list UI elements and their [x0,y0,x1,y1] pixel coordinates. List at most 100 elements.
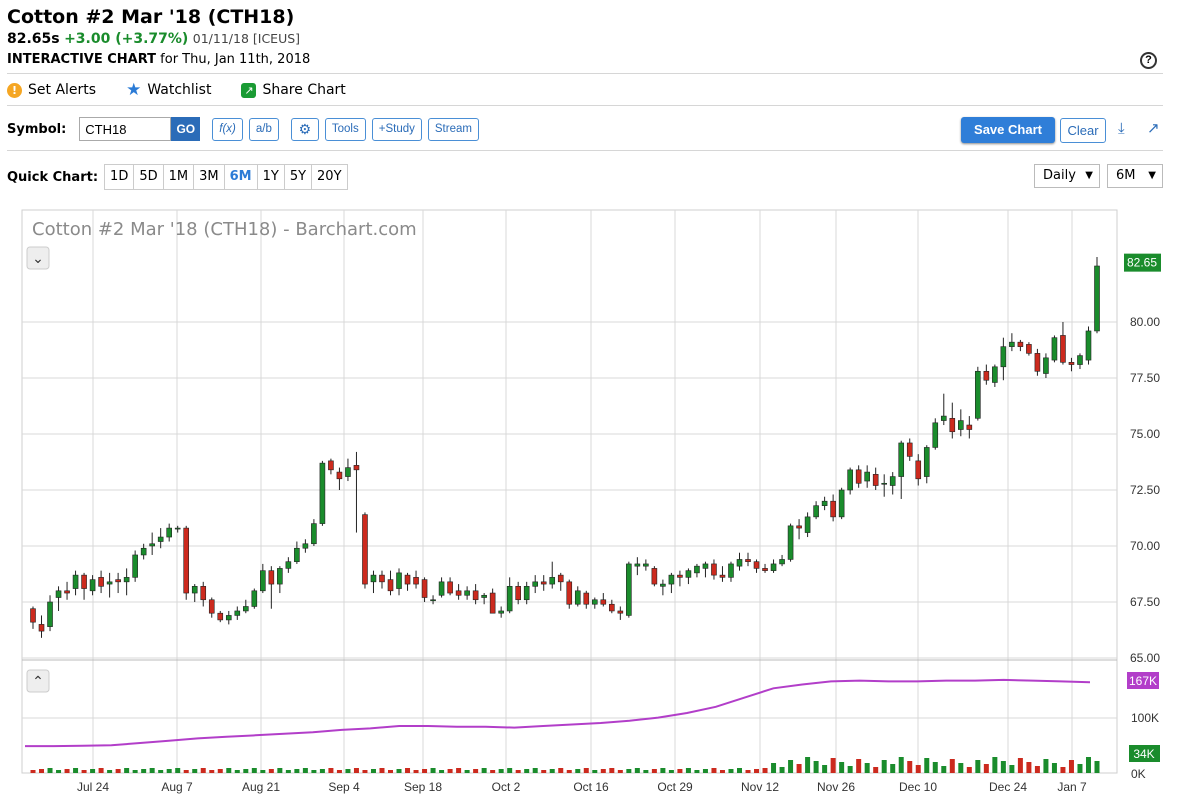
candle-body [472,590,479,601]
volume-bar [370,769,376,773]
candle-body [1068,362,1075,365]
candle-body [872,474,879,486]
function-button[interactable]: f(x) [212,117,243,141]
download-icon[interactable]: ⤓ [1118,120,1125,137]
candle-body [200,586,207,601]
save-chart-button[interactable]: Save Chart [961,117,1055,143]
candle-body [413,577,419,585]
candle-body [225,615,232,621]
candle-body [881,482,888,485]
settings-gear-icon[interactable]: ⚙ [290,117,319,141]
chevron-down-icon: ▼ [1085,170,1093,181]
volume-bar [830,758,836,773]
expand-icon[interactable]: ↗ [1147,120,1160,137]
volume-bar [1068,760,1074,773]
range-button-1d[interactable]: 1D [105,165,135,189]
volume-bar [643,770,649,773]
tools-button[interactable]: Tools [324,117,366,141]
volume-bar [388,770,394,773]
volume-bar [541,770,547,773]
action-bar: ! Set Alerts ★ Watchlist ↗ Share Chart [7,81,346,98]
candle-body [149,543,155,547]
price-tick-label: 75.00 [1130,427,1160,441]
candle-body [123,577,130,583]
stream-button[interactable]: Stream [427,117,479,141]
volume-bar [192,769,198,773]
interval-value: Daily [1043,168,1076,183]
volume-bar [319,769,325,773]
symbol-input[interactable] [79,117,172,141]
candle-body [481,594,487,598]
candle-body [191,586,198,594]
go-button[interactable]: GO [171,117,201,141]
candle-body [975,370,981,419]
candle-body [1000,346,1007,368]
candle-body [302,543,309,549]
price-tick-label: 80.00 [1130,315,1160,329]
range-button-5y[interactable]: 5Y [285,165,313,189]
candle-body [940,415,947,421]
range-button-5d[interactable]: 5D [134,165,164,189]
volume-bar [839,762,845,773]
range-button-1y[interactable]: 1Y [258,165,285,189]
add-study-button[interactable]: +Study [371,117,422,141]
candle-body [949,418,956,433]
date-tick-label: Jul 24 [77,780,109,794]
volume-bar [983,764,989,773]
range-button-3m[interactable]: 3M [194,165,225,189]
volume-bar [788,760,794,773]
volume-bar [532,768,538,773]
volume-bar [226,768,232,773]
collapse-volume-panel-button[interactable] [26,669,50,693]
period-select[interactable]: 6M ▼ [1107,164,1163,188]
candle-body [506,586,513,612]
volume-bar [175,768,181,773]
watchlist-button[interactable]: ★ Watchlist [126,81,211,98]
candle-body [660,583,666,587]
volume-bar [677,769,683,773]
alert-icon: ! [7,82,22,98]
chart-title: Cotton #2 Mar '18 (CTH18) - Barchart.com [32,219,417,240]
volume-bar [958,763,964,773]
volume-bar [285,770,291,773]
divider [7,73,1163,74]
ratio-button[interactable]: a/b [248,117,279,141]
volume-bar [328,768,334,773]
date-tick-label: Sep 4 [328,780,360,794]
interval-select[interactable]: Daily ▼ [1034,164,1100,188]
candle-body [234,610,241,616]
volume-bar [873,767,879,773]
candle-body [694,565,700,574]
candle-body [1085,330,1092,361]
volume-bar [549,769,555,773]
set-alerts-button[interactable]: ! Set Alerts [7,82,96,98]
volume-bar [447,769,453,773]
range-button-20y[interactable]: 20Y [317,169,342,184]
volume-bar [430,768,436,773]
share-chart-button[interactable]: ↗ Share Chart [241,82,346,98]
candle-body [966,424,973,430]
candle-body [311,523,317,545]
help-icon[interactable]: ? [1140,52,1157,69]
volume-bar [498,769,504,773]
volume-bar [217,769,223,773]
volume-bar [898,757,904,773]
price-tick-label: 70.00 [1130,539,1160,553]
candle-body [719,574,726,578]
volume-bar [243,769,249,773]
volume-bar [405,768,411,773]
volume-bar [413,770,419,773]
clear-button[interactable]: Clear [1060,118,1106,143]
collapse-price-panel-button[interactable] [26,246,50,270]
volume-bar [890,764,896,773]
candle-body [438,581,445,596]
volume-bar [736,768,742,773]
volume-bar [1077,764,1083,773]
range-button-1m[interactable]: 1M [164,165,195,189]
volume-bar [183,770,189,773]
candle-body [447,581,453,594]
range-button-6m[interactable]: 6M [225,165,258,189]
volume-bar [115,769,121,773]
candle-body [464,590,470,596]
